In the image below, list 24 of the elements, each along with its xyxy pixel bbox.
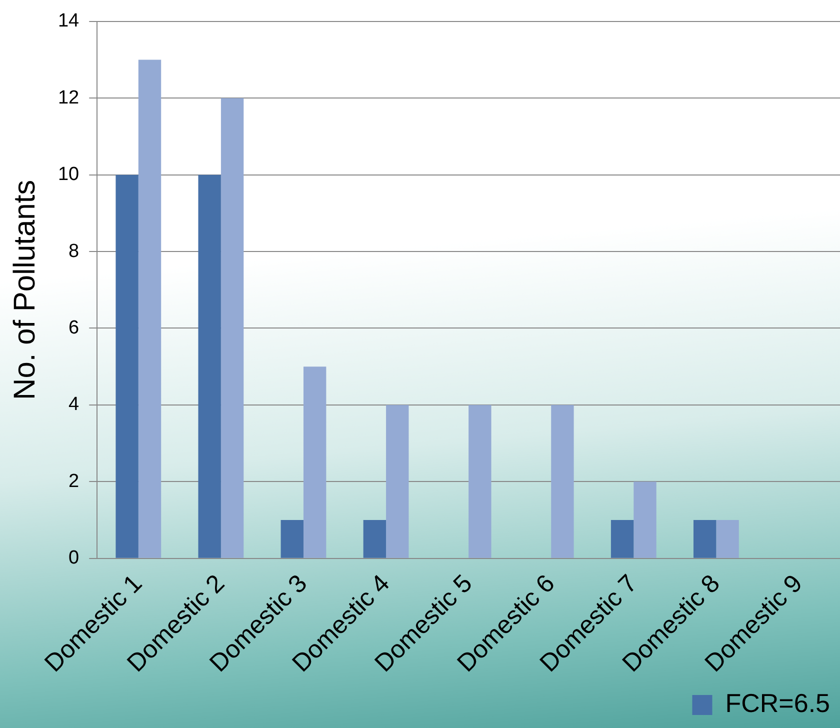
bar xyxy=(303,366,326,558)
y-tick-label: 2 xyxy=(68,470,80,492)
y-tick-label: 4 xyxy=(68,394,80,416)
y-tick-label: 0 xyxy=(68,548,80,569)
y-tick-label: 8 xyxy=(68,240,80,262)
bar xyxy=(280,520,304,558)
bar xyxy=(386,404,409,558)
bar xyxy=(610,520,634,558)
y-axis-title: No. of Pollutants xyxy=(8,180,42,400)
bar xyxy=(198,174,221,558)
y-tick-label: 10 xyxy=(58,164,80,186)
bar xyxy=(634,482,656,558)
legend-label: FCR=6.5 xyxy=(725,688,830,718)
bar xyxy=(716,520,739,558)
bar xyxy=(363,520,386,558)
y-tick-label: 14 xyxy=(58,10,80,32)
y-tick-label: 12 xyxy=(58,87,80,108)
y-tick-label: 6 xyxy=(68,317,80,338)
bar xyxy=(468,404,492,558)
bar xyxy=(116,174,138,558)
bar xyxy=(220,98,244,558)
bar xyxy=(693,520,716,558)
bar xyxy=(551,404,574,558)
bar xyxy=(138,60,162,558)
